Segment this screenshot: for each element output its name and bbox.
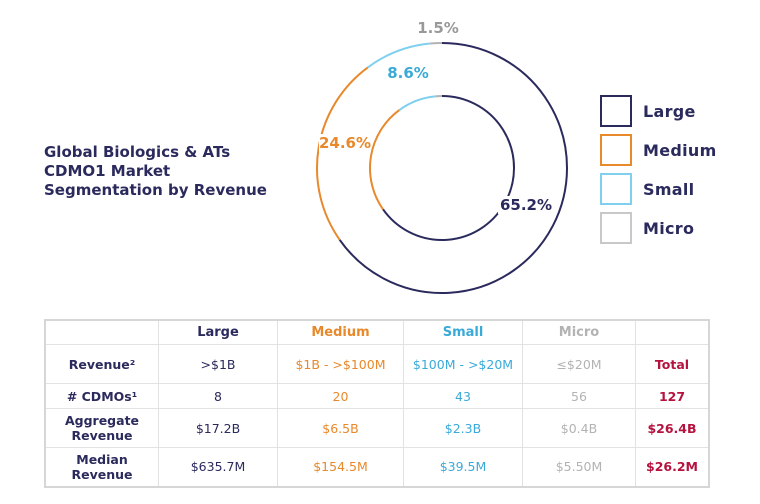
header-cell <box>44 319 159 345</box>
table-cell: $1B - >$100M <box>277 344 404 384</box>
legend-label: Small <box>643 179 695 199</box>
legend-label: Micro <box>643 218 695 238</box>
data-label-large: 65.2% <box>500 196 552 214</box>
table-cell: $635.7M <box>158 447 278 487</box>
chart-title: Global Biologics & ATs CDMO1 Market Segm… <box>44 143 267 199</box>
table-cell: $0.4B <box>522 408 636 448</box>
legend-item-small: Small <box>600 173 694 205</box>
table-cell: $6.5B <box>277 408 404 448</box>
legend-label: Large <box>643 101 696 121</box>
row-header: Revenue² <box>44 344 159 384</box>
donut-segment-large-outer <box>338 42 568 294</box>
table-row: Median Revenue $635.7M $154.5M $39.5M $5.50M… <box>44 447 710 487</box>
table-cell: 20 <box>277 383 404 409</box>
header-cell <box>635 319 710 345</box>
segmentation-table: Large Medium Small Micro Revenue² >$1B $1B… <box>44 319 710 488</box>
data-label-medium: 24.6% <box>319 134 371 152</box>
label-background <box>319 134 371 152</box>
table-cell: $5.50M <box>522 447 636 487</box>
table-cell: $154.5M <box>277 447 404 487</box>
table-row: # CDMOs¹ 8 20 43 56 127 <box>44 383 710 409</box>
table-cell: $17.2B <box>158 408 278 448</box>
row-header: # CDMOs¹ <box>44 383 159 409</box>
table-cell: $100M - >$20M <box>403 344 523 384</box>
table-cell: ≤$20M <box>522 344 636 384</box>
table-cell: 8 <box>158 383 278 409</box>
table-cell: $26.4B <box>635 408 710 448</box>
table-cell: >$1B <box>158 344 278 384</box>
data-label-micro: 1.5% <box>417 19 459 37</box>
table-cell: 56 <box>522 383 636 409</box>
table-row: Revenue² >$1B $1B - >$100M $100M - >$20M ≤$2… <box>44 344 710 384</box>
donut-segment-small-inner <box>398 95 436 111</box>
header-large: Large <box>158 319 278 345</box>
donut-segment-medium-outer <box>316 66 369 241</box>
donut-segment-micro-outer <box>430 42 443 45</box>
table-cell: 43 <box>403 383 523 409</box>
legend-item-micro: Micro <box>600 212 694 244</box>
header-medium: Medium <box>277 319 404 345</box>
legend-swatch <box>600 134 632 166</box>
donut-segment-large-inner <box>382 95 515 241</box>
legend-swatch <box>600 212 632 244</box>
table-cell: $26.2M <box>635 447 710 487</box>
legend-item-medium: Medium <box>600 134 717 166</box>
legend-label: Medium <box>643 140 717 160</box>
row-header: Median Revenue <box>44 447 159 487</box>
donut-segment-medium-inner <box>369 109 400 210</box>
table-cell: $2.3B <box>403 408 523 448</box>
table-cell: 127 <box>635 383 710 409</box>
table-cell: Total <box>635 344 710 384</box>
table-row: Aggregate Revenue $17.2B $6.5B $2.3B $0.4B $2… <box>44 408 710 448</box>
label-background <box>498 196 554 214</box>
row-header: Aggregate Revenue <box>44 408 159 448</box>
header-small: Small <box>403 319 523 345</box>
donut-segment-small-outer <box>367 42 431 69</box>
legend-item-large: Large <box>600 95 696 127</box>
header-micro: Micro <box>522 319 636 345</box>
legend-swatch <box>600 173 632 205</box>
table-cell: $39.5M <box>403 447 523 487</box>
donut-chart: 65.2% 24.6% 8.6% 1.5% <box>316 19 568 294</box>
legend-swatch <box>600 95 632 127</box>
data-label-small: 8.6% <box>387 64 429 82</box>
